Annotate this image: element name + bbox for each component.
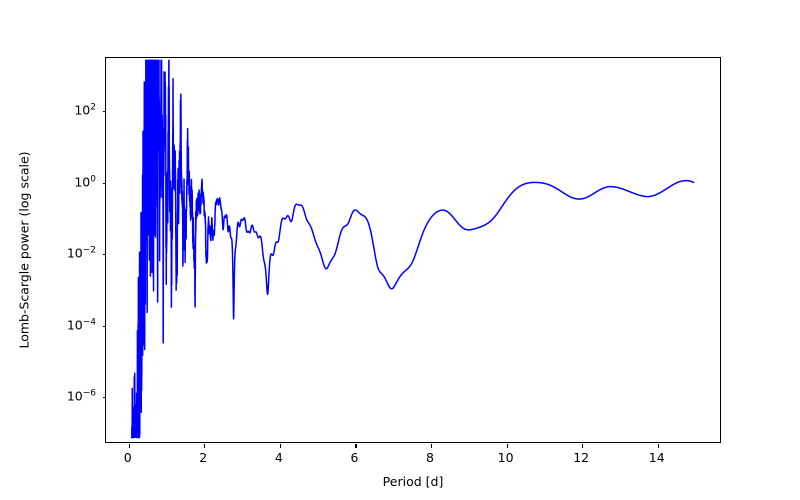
x-tick-mark — [355, 444, 357, 448]
x-tick-label: 8 — [426, 450, 434, 465]
x-tick-mark — [506, 444, 508, 448]
y-tick-label-group: 10−6 10−4 10−2 100 102 — [0, 0, 96, 500]
y-tick-mark — [102, 110, 106, 112]
x-tick-mark — [279, 444, 281, 448]
x-tick-mark — [204, 444, 206, 448]
y-tick-label: 10−2 — [66, 245, 96, 261]
y-tick-mark — [102, 325, 106, 327]
y-tick-label: 10−6 — [66, 388, 96, 404]
x-tick-label: 10 — [497, 450, 514, 465]
x-tick-mark — [128, 444, 130, 448]
x-tick-label: 12 — [573, 450, 590, 465]
x-tick-label: 4 — [274, 450, 283, 465]
x-tick-mark — [657, 444, 659, 448]
x-axis-label: Period [d] — [382, 474, 444, 489]
x-tick-mark — [431, 444, 433, 448]
x-tick-mark — [582, 444, 584, 448]
y-tick-label: 102 — [74, 102, 96, 118]
y-tick-label: 100 — [74, 173, 96, 190]
y-tick-mark — [102, 397, 106, 399]
x-tick-label: 0 — [123, 450, 132, 465]
x-tick-label: 6 — [350, 450, 359, 465]
y-tick-mark — [102, 254, 106, 256]
y-tick-mark — [102, 182, 106, 184]
y-tick-label: 10−4 — [66, 317, 96, 333]
x-tick-label: 2 — [199, 450, 208, 465]
x-tick-label: 14 — [648, 450, 665, 465]
periodogram-curve — [106, 58, 720, 442]
plot-area — [102, 57, 721, 448]
